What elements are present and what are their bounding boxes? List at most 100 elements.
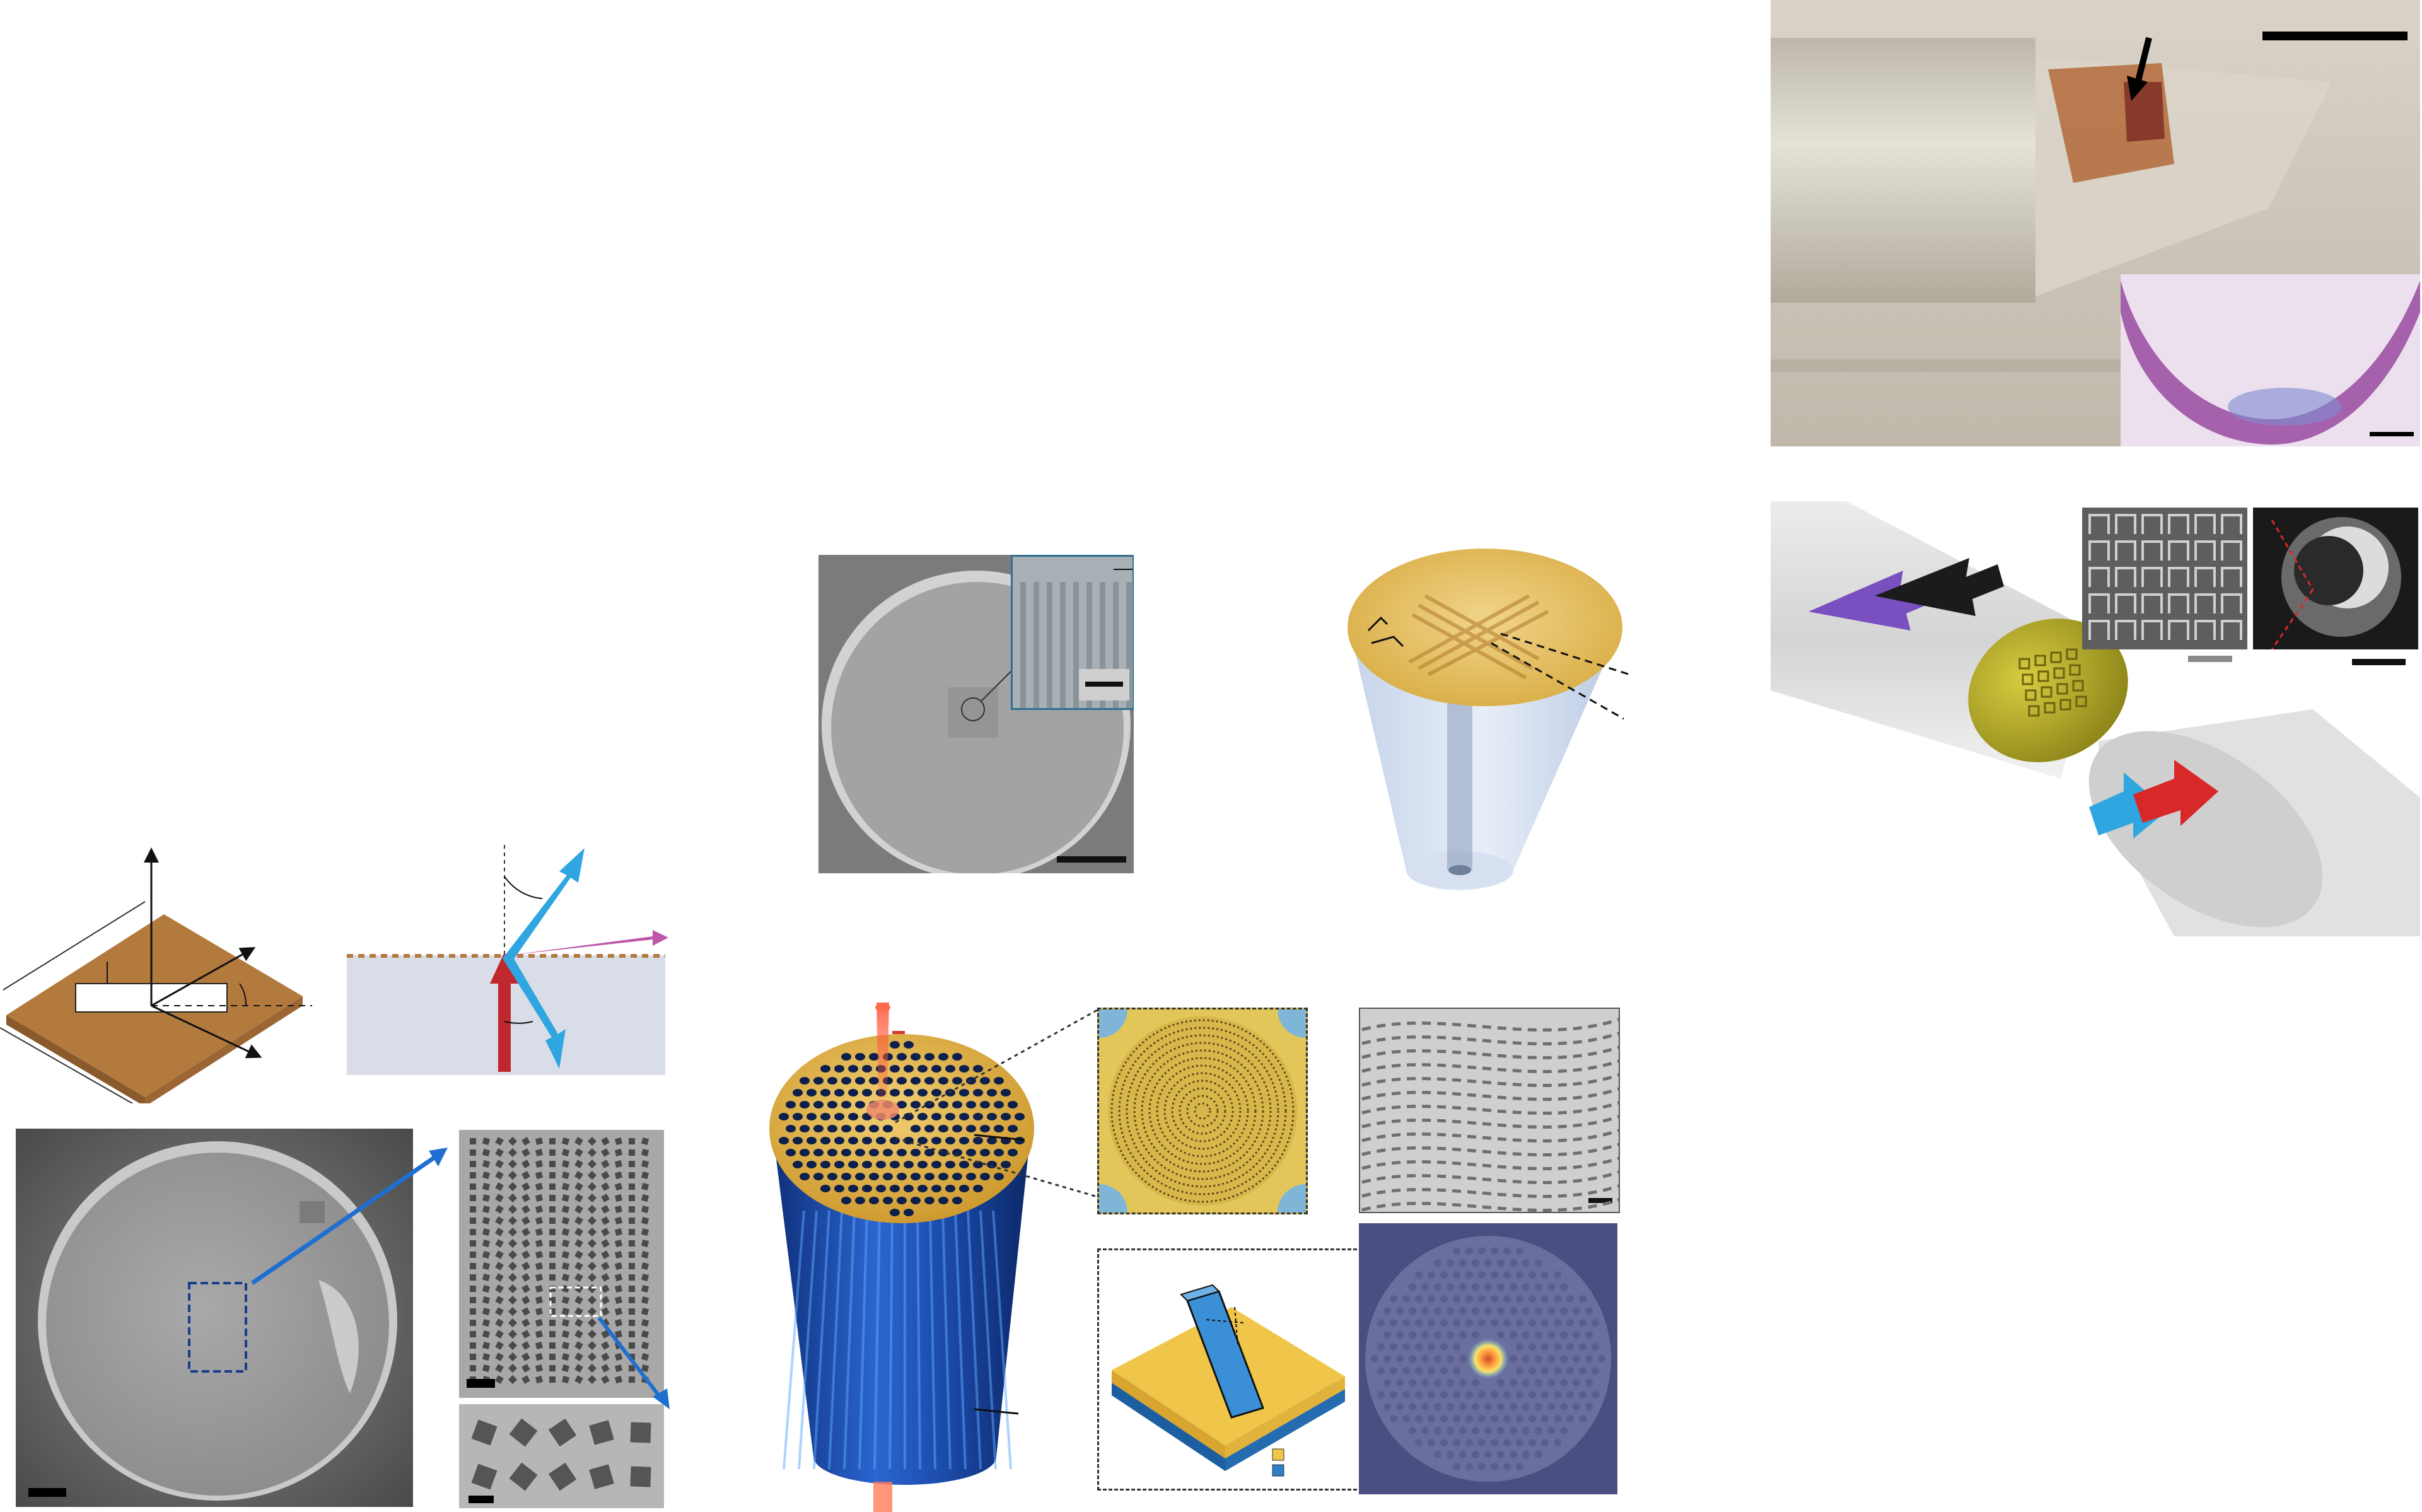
nanoantenna bbox=[521, 1171, 530, 1180]
nanoantenna bbox=[601, 1228, 610, 1236]
nanoantenna bbox=[629, 1195, 635, 1201]
nanoantenna bbox=[495, 1205, 504, 1214]
nanoantenna bbox=[574, 1171, 583, 1180]
focused-beam-cone bbox=[876, 1003, 889, 1097]
nanoantenna bbox=[641, 1352, 649, 1361]
nanoantenna bbox=[601, 1148, 610, 1157]
nanoantenna bbox=[561, 1182, 570, 1191]
nanoantenna bbox=[482, 1148, 491, 1157]
purple-arrow bbox=[1808, 571, 1941, 631]
nanoantenna bbox=[641, 1307, 649, 1316]
nanoantenna bbox=[574, 1148, 583, 1157]
nanoantenna bbox=[614, 1318, 623, 1327]
nanoantenna bbox=[535, 1273, 544, 1282]
nanoantenna bbox=[601, 1352, 610, 1361]
nanoantenna bbox=[482, 1182, 491, 1191]
nanoantenna bbox=[535, 1307, 544, 1316]
nanoantenna bbox=[470, 1229, 476, 1235]
nanoantenna bbox=[535, 1228, 544, 1236]
nanoantenna bbox=[629, 1138, 635, 1144]
nanoantenna bbox=[535, 1137, 544, 1146]
nanoantenna bbox=[601, 1160, 610, 1168]
nanoantenna bbox=[482, 1352, 491, 1361]
nanoantenna bbox=[495, 1239, 504, 1248]
nanoantenna bbox=[574, 1160, 583, 1168]
nanoantenna bbox=[614, 1137, 623, 1146]
nanoantenna bbox=[561, 1148, 570, 1157]
nanoantenna bbox=[601, 1137, 610, 1146]
nanoantenna bbox=[629, 1172, 635, 1178]
nanoantenna bbox=[641, 1273, 649, 1282]
nanoantenna bbox=[549, 1218, 556, 1224]
metalens-render bbox=[1097, 1008, 1308, 1214]
nanoantenna-array-sem bbox=[459, 1130, 664, 1398]
nanoantenna bbox=[549, 1240, 556, 1247]
nanoantenna bbox=[641, 1171, 649, 1180]
nanoantenna bbox=[587, 1204, 597, 1214]
nanoantenna bbox=[629, 1331, 635, 1337]
nanoantenna bbox=[549, 1195, 556, 1201]
nanoantenna bbox=[629, 1183, 635, 1190]
nanoantenna bbox=[614, 1228, 623, 1236]
nanoantenna bbox=[641, 1262, 649, 1271]
nanoantenna bbox=[549, 1183, 556, 1190]
nanoantenna bbox=[508, 1182, 518, 1192]
nanoantenna bbox=[629, 1240, 635, 1247]
nanoantenna bbox=[521, 1239, 530, 1248]
nanoantenna bbox=[482, 1216, 491, 1225]
nanoantenna bbox=[521, 1137, 530, 1146]
nanoantenna bbox=[574, 1273, 583, 1282]
nanoantenna bbox=[470, 1342, 476, 1349]
nanoantenna bbox=[574, 1307, 583, 1316]
nanoantenna bbox=[495, 1171, 504, 1180]
nanoantenna bbox=[521, 1330, 530, 1339]
nanoantenna bbox=[535, 1171, 544, 1180]
nanoantenna bbox=[601, 1239, 610, 1248]
nanoantenna bbox=[521, 1296, 530, 1305]
nanoantenna bbox=[495, 1228, 504, 1236]
nanoantenna bbox=[574, 1330, 583, 1339]
nanoantenna bbox=[470, 1354, 476, 1360]
nanoantenna bbox=[561, 1284, 570, 1293]
refracted-arrow bbox=[503, 953, 566, 1069]
nanoantenna bbox=[535, 1182, 544, 1191]
fiber-facet bbox=[46, 1153, 389, 1496]
nanoantenna bbox=[495, 1250, 504, 1259]
nanoantenna bbox=[482, 1307, 491, 1316]
nanoantenna bbox=[495, 1307, 504, 1316]
nanoantenna bbox=[535, 1250, 544, 1259]
nanoantenna bbox=[535, 1194, 544, 1202]
nanoantenna bbox=[495, 1341, 504, 1350]
nanoantenna bbox=[521, 1364, 530, 1373]
nanoantenna bbox=[561, 1318, 570, 1327]
nanoantenna bbox=[574, 1284, 583, 1293]
nanoantenna bbox=[549, 1229, 556, 1235]
split-ring-array-sem bbox=[2082, 508, 2247, 649]
nanoantenna bbox=[549, 1138, 556, 1144]
reflected-arrow bbox=[503, 848, 585, 963]
nanoantenna bbox=[521, 1228, 530, 1236]
legend-swatch-gold bbox=[1272, 1448, 1284, 1461]
nanoantenna bbox=[508, 1363, 518, 1373]
nanoantenna bbox=[521, 1341, 530, 1350]
nanoantenna bbox=[614, 1284, 623, 1293]
nanoantenna bbox=[587, 1170, 597, 1180]
nanoantenna bbox=[470, 1331, 476, 1337]
nanoantenna bbox=[535, 1364, 544, 1373]
nanoantenna bbox=[470, 1240, 476, 1247]
nanoantenna bbox=[470, 1161, 476, 1167]
zoom-arrow-blue-2 bbox=[597, 1317, 670, 1409]
nanoantenna bbox=[495, 1364, 504, 1373]
nanoantenna bbox=[521, 1160, 530, 1168]
nanoantenna bbox=[629, 1218, 635, 1224]
nanoantenna bbox=[549, 1308, 556, 1315]
nanoantenna bbox=[601, 1307, 610, 1316]
nanoantenna bbox=[470, 1263, 476, 1269]
nanoantenna bbox=[641, 1148, 649, 1157]
nanoantenna bbox=[561, 1228, 570, 1236]
nanoantenna bbox=[549, 1342, 556, 1349]
nanoantenna bbox=[587, 1182, 597, 1192]
nanoantenna bbox=[521, 1194, 530, 1202]
nanoantenna bbox=[587, 1295, 597, 1305]
nanoantenna bbox=[495, 1318, 504, 1327]
